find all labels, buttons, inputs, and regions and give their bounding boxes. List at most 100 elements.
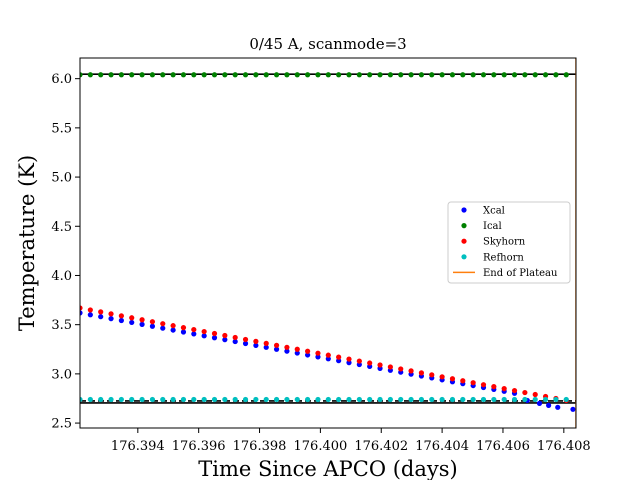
data-point — [501, 386, 507, 392]
data-point — [242, 336, 249, 343]
data-point — [346, 72, 352, 78]
data-point — [98, 309, 104, 315]
data-point — [211, 335, 218, 341]
data-point — [222, 396, 228, 403]
data-point — [273, 346, 280, 352]
data-point — [160, 325, 166, 331]
data-point — [98, 396, 104, 403]
data-point — [201, 333, 207, 339]
data-point — [315, 354, 321, 360]
y-tick-label: 6.0 — [51, 72, 72, 87]
data-point — [180, 72, 187, 78]
y-tick-label: 4.5 — [51, 220, 72, 235]
data-point — [336, 354, 342, 360]
data-point — [305, 348, 311, 354]
data-point — [284, 396, 290, 403]
data-point — [242, 340, 249, 347]
data-point — [242, 396, 249, 403]
data-point — [222, 332, 228, 339]
x-tick-label: 176.396 — [172, 439, 226, 454]
data-point — [211, 396, 218, 403]
data-point — [201, 328, 207, 335]
data-point — [118, 317, 124, 324]
data-point — [398, 396, 404, 403]
data-point — [546, 402, 552, 408]
data-point — [439, 72, 445, 78]
data-point — [222, 72, 228, 78]
data-point — [98, 72, 104, 78]
data-point — [232, 72, 238, 78]
data-point — [501, 72, 507, 78]
data-point — [242, 72, 249, 78]
data-point — [201, 396, 207, 403]
data-point — [315, 396, 321, 403]
data-point — [284, 348, 290, 354]
data-point — [408, 368, 414, 374]
data-point — [160, 72, 166, 78]
data-point — [408, 72, 414, 78]
data-point — [232, 338, 238, 345]
data-point — [480, 72, 487, 78]
data-point — [346, 356, 352, 362]
data-point — [429, 372, 435, 378]
data-point — [139, 72, 145, 78]
data-point — [118, 313, 124, 319]
data-point — [536, 400, 543, 406]
axes: 176.394 176.396 176.398 176.400 176.402 176.4… — [51, 57, 591, 454]
data-point — [470, 396, 476, 403]
data-point — [149, 323, 156, 329]
data-point — [118, 396, 124, 403]
data-point — [449, 376, 456, 382]
data-point — [294, 72, 300, 78]
data-point — [87, 72, 93, 78]
legend-item: Skyhorn — [461, 237, 526, 248]
data-point — [398, 72, 404, 78]
series-skyhorn — [80, 305, 569, 404]
data-point — [377, 396, 383, 403]
data-point — [170, 396, 176, 403]
data-point — [129, 315, 135, 321]
data-point — [387, 396, 393, 403]
data-point — [263, 72, 269, 78]
data-point — [555, 404, 561, 410]
data-point — [325, 352, 331, 358]
data-point — [325, 72, 331, 78]
data-point — [305, 72, 311, 78]
data-point — [418, 370, 425, 376]
x-tick-label: 176.400 — [294, 439, 348, 454]
data-point — [273, 396, 280, 403]
data-point — [305, 396, 311, 403]
data-point — [570, 406, 576, 412]
data-point — [191, 72, 197, 78]
data-point — [108, 311, 114, 317]
x-tick-label: 176.394 — [111, 439, 165, 454]
legend: Xcal Ical Skyhorn Refhorn End of Plateau — [447, 201, 571, 284]
data-point — [563, 72, 569, 78]
data-point — [387, 364, 393, 370]
legend-label: Ical — [483, 221, 502, 232]
data-point — [429, 72, 435, 78]
x-tick-label: 176.404 — [415, 439, 469, 454]
legend-label: Skyhorn — [483, 237, 526, 248]
chart-title: 0/45 A, scanmode=3 — [249, 35, 406, 53]
data-point — [367, 396, 373, 403]
data-point — [129, 396, 135, 403]
data-point — [294, 346, 300, 352]
data-point — [87, 396, 93, 403]
data-point — [80, 305, 83, 311]
data-point — [418, 72, 425, 78]
data-point — [160, 396, 166, 403]
data-point — [253, 338, 259, 344]
x-axis-label: Time Since APCO (days) — [198, 457, 457, 480]
data-point — [336, 396, 342, 403]
data-point — [108, 72, 114, 78]
data-point — [180, 329, 187, 335]
data-point — [460, 72, 466, 78]
data-point — [232, 396, 238, 403]
data-point — [108, 316, 114, 322]
data-point — [439, 374, 445, 380]
data-point — [129, 72, 135, 78]
data-point — [387, 72, 393, 78]
data-point — [532, 391, 538, 398]
y-tick-label: 2.5 — [51, 417, 72, 432]
